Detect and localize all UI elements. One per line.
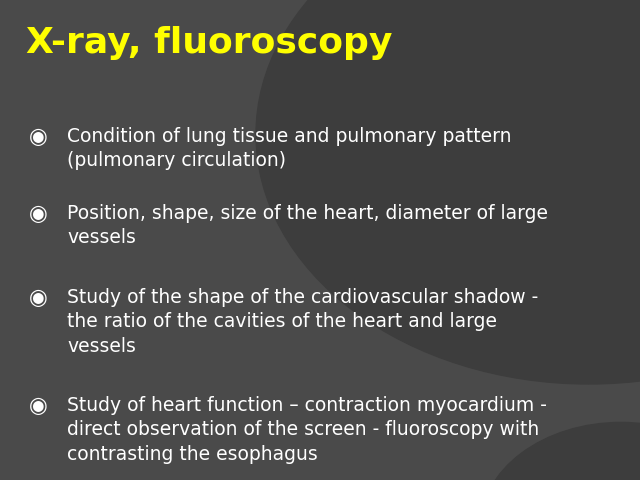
Circle shape xyxy=(480,422,640,480)
Text: X-ray, fluoroscopy: X-ray, fluoroscopy xyxy=(26,26,392,60)
Text: Position, shape, size of the heart, diameter of large
vessels: Position, shape, size of the heart, diam… xyxy=(67,204,548,247)
Text: Study of the shape of the cardiovascular shadow -
the ratio of the cavities of t: Study of the shape of the cardiovascular… xyxy=(67,288,538,356)
Circle shape xyxy=(256,0,640,384)
Text: ◉: ◉ xyxy=(29,127,47,147)
Text: Study of heart function – contraction myocardium -
direct observation of the scr: Study of heart function – contraction my… xyxy=(67,396,547,464)
Text: ◉: ◉ xyxy=(29,288,47,308)
Text: ◉: ◉ xyxy=(29,204,47,224)
Text: ◉: ◉ xyxy=(29,396,47,416)
Text: Condition of lung tissue and pulmonary pattern
(pulmonary circulation): Condition of lung tissue and pulmonary p… xyxy=(67,127,512,170)
